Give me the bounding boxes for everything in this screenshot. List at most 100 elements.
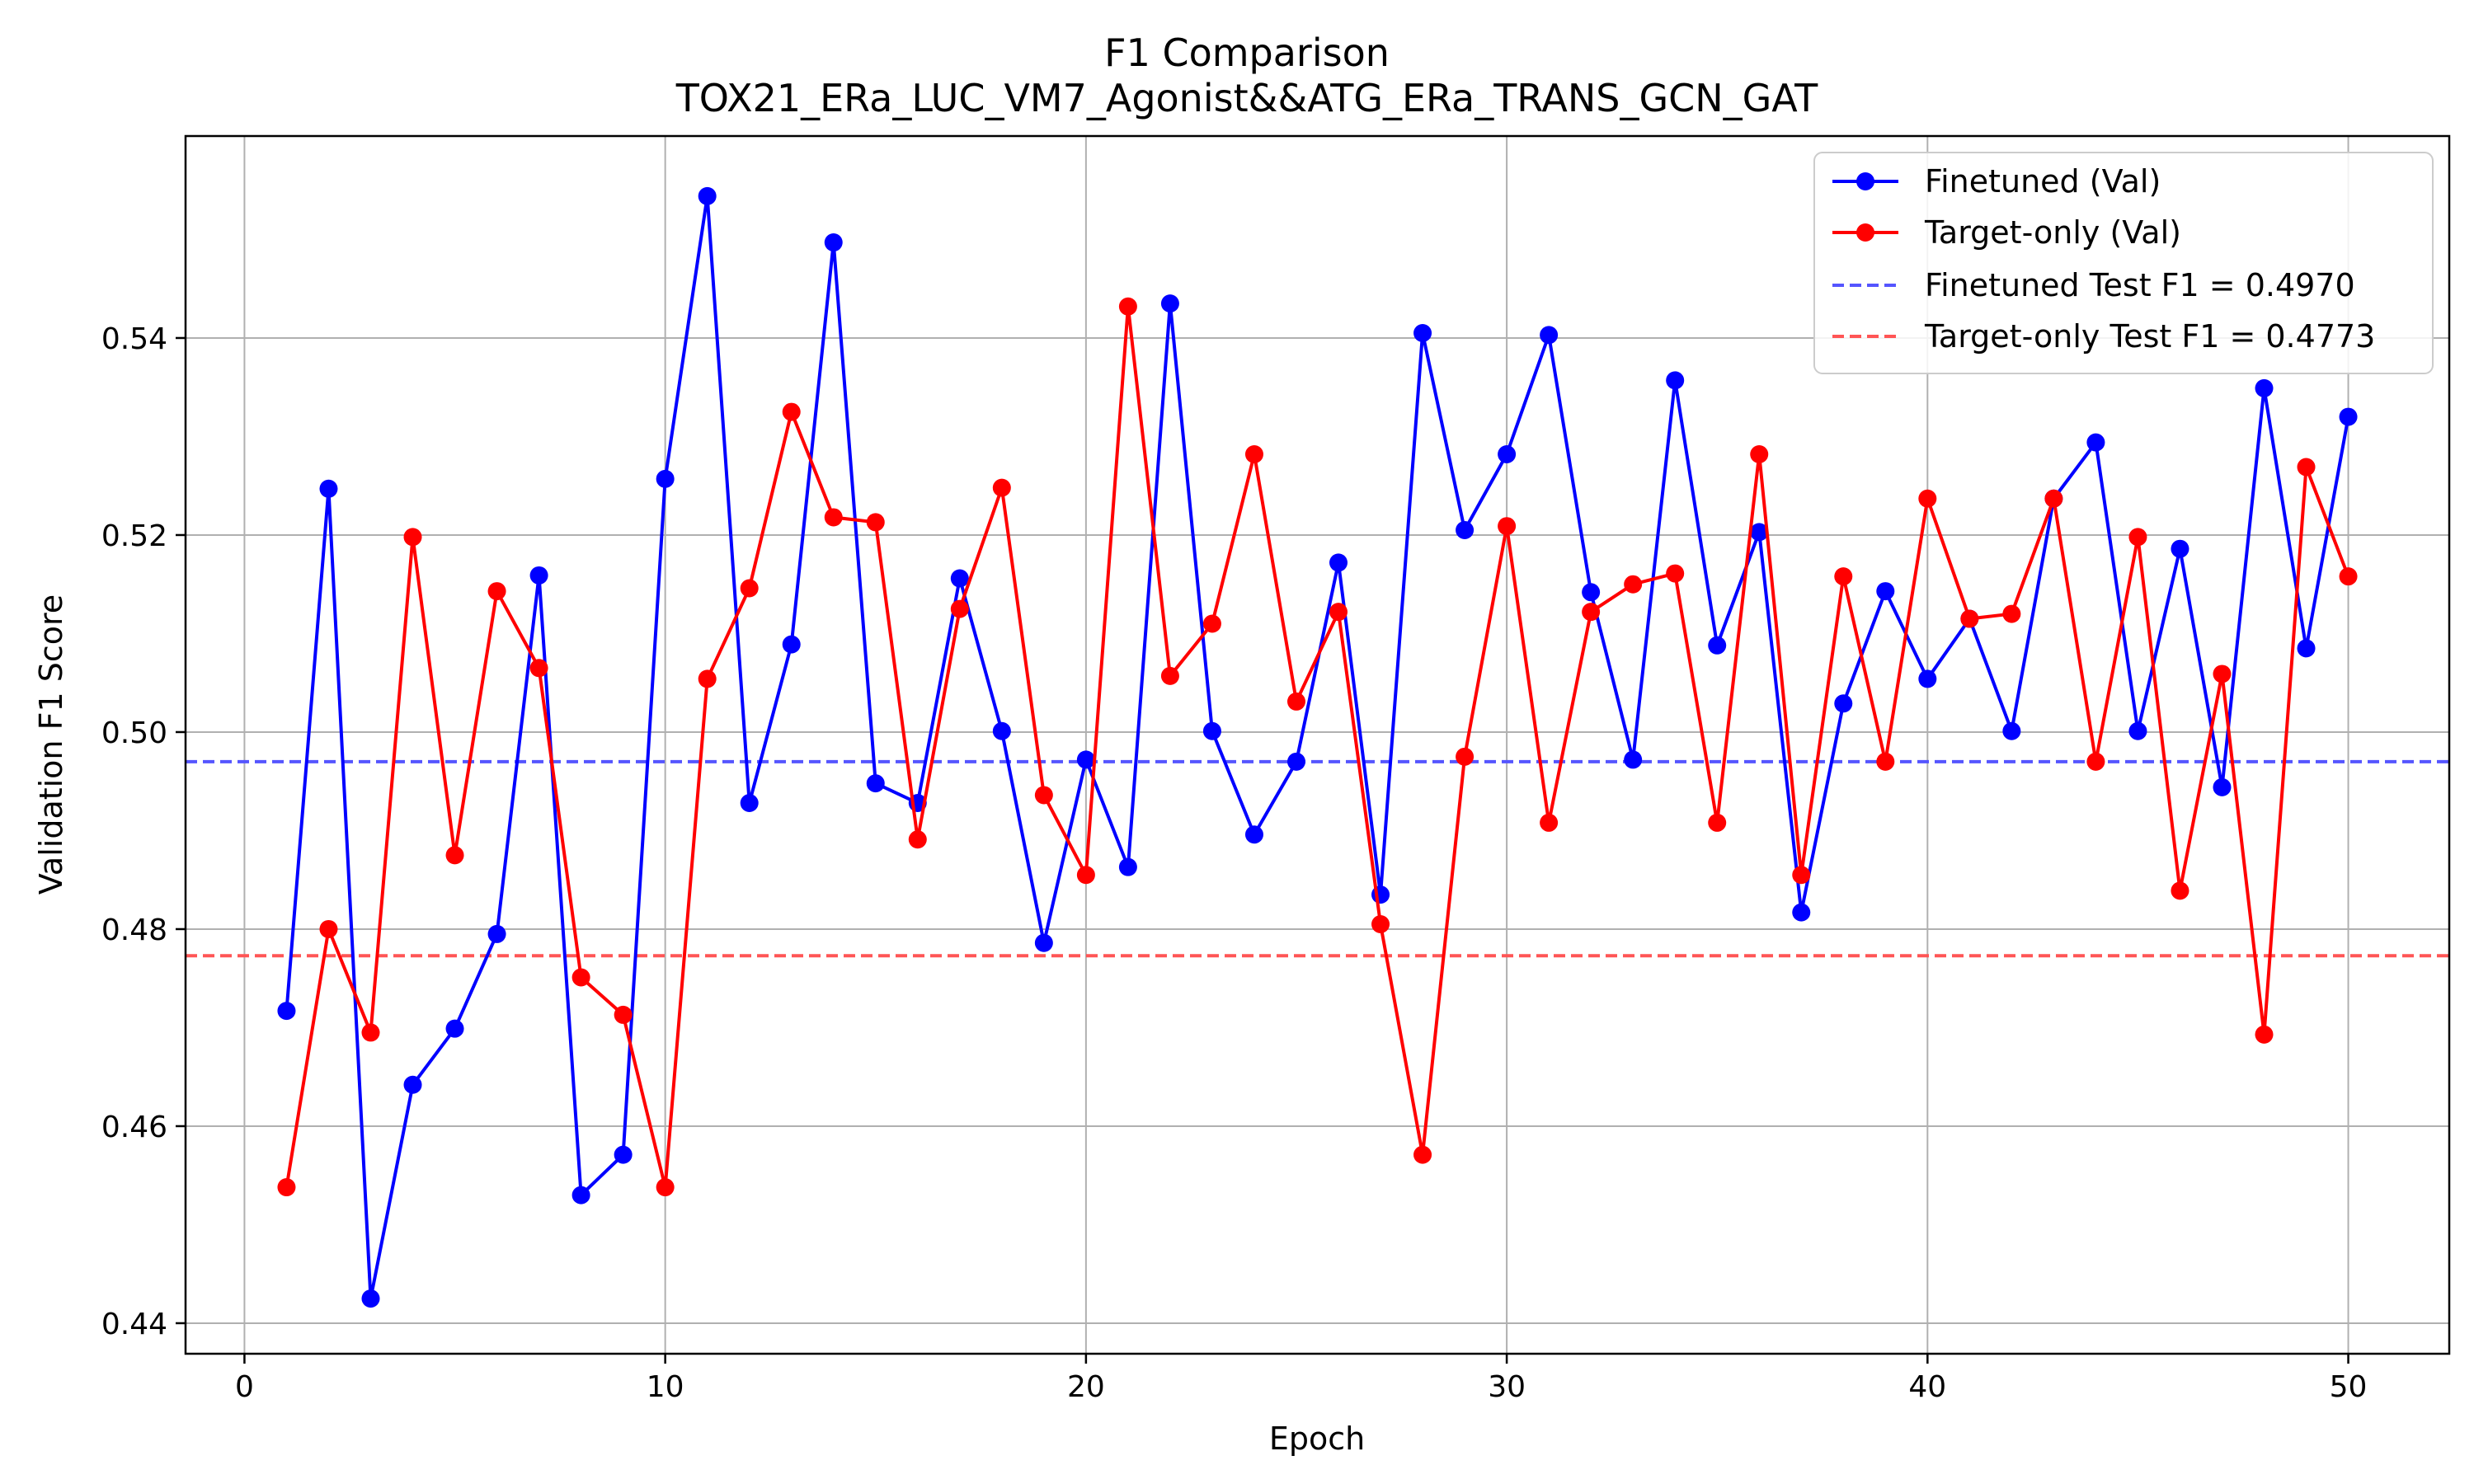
target-only-point [2044,489,2063,508]
target-only-point [2255,1025,2274,1044]
legend-finetuned-label: Finetuned (Val) [1925,163,2161,200]
x-tick-label: 50 [2330,1370,2368,1404]
finetuned-point [487,924,506,943]
finetuned-point [1666,371,1685,390]
finetuned-point [866,774,885,793]
target-only-point [361,1023,380,1042]
legend-target-only-test-label: Target-only Test F1 = 0.4773 [1924,318,2375,355]
target-only-point [1498,517,1517,536]
finetuned-point [2339,407,2358,426]
y-tick-label: 0.48 [101,913,167,947]
finetuned-point [1329,553,1348,572]
axis-ticks: 0 10 20 30 40 50 0.44 0.46 0.48 0.50 0.52 0.54 [101,322,2368,1404]
legend-box [1813,152,2434,374]
finetuned-point [1918,669,1937,688]
target-only-point [2339,567,2358,586]
target-only-point [403,528,422,547]
x-tick-label: 0 [235,1370,254,1404]
x-tick-label: 20 [1067,1370,1105,1404]
target-only-point [529,659,548,678]
plot-frame [184,134,2451,1355]
y-tick-label: 0.50 [101,716,167,750]
target-only-point [614,1005,633,1024]
target-only-point [1456,747,1475,766]
x-tick-label: 40 [1908,1370,1946,1404]
target-only-point [2086,752,2105,771]
finetuned-point [445,1019,464,1038]
legend-target-only-label: Target-only (Val) [1924,214,2181,251]
finetuned-point [2086,433,2105,452]
finetuned-point [571,1186,590,1205]
finetuned-point [1202,721,1221,740]
x-tick-label: 30 [1488,1370,1526,1404]
legend-finetuned-marker [1856,172,1874,190]
y-tick-label: 0.44 [101,1308,167,1341]
finetuned-point [2002,721,2021,740]
target-only-point [2213,665,2232,683]
target-only-point [445,846,464,865]
x-axis-label: Epoch [1269,1421,1365,1457]
finetuned-point [698,186,717,205]
y-tick-label: 0.46 [101,1111,167,1144]
finetuned-point [1582,583,1601,602]
target-only-point [2002,604,2021,623]
chart-subtitle: TOX21_ERa_LUC_VM7_Agonist&&ATG_ERa_TRANS… [675,76,1818,120]
target-only-point [1540,813,1559,832]
finetuned-point [992,721,1011,740]
finetuned-point [1034,933,1053,952]
target-only-point [866,513,885,532]
y-tick-label: 0.54 [101,322,167,356]
finetuned-point [2255,378,2274,397]
target-only-point [1160,666,1179,685]
target-only-point [1582,603,1601,622]
target-only-point [740,579,759,598]
target-only-point [1371,914,1390,933]
finetuned-point [361,1289,380,1308]
finetuned-point [2213,777,2232,796]
finetuned-point [2171,539,2189,558]
finetuned-point [2297,639,2316,658]
target-only-point [1286,692,1305,711]
y-axis-label: Validation F1 Score [33,594,69,895]
finetuned-point [1876,582,1895,601]
target-only-point [782,402,801,421]
x-tick-label: 10 [647,1370,684,1404]
target-only-point [1876,752,1895,771]
target-only-point [698,669,717,688]
finetuned-point [782,635,801,654]
chart-title: F1 Comparison [1104,31,1390,75]
finetuned-point [1750,523,1769,542]
target-only-point [277,1178,296,1197]
finetuned-point [1708,636,1727,655]
target-only-point [1034,786,1053,805]
finetuned-point [824,233,843,252]
target-only-point [992,478,1011,497]
finetuned-point [1413,323,1432,342]
finetuned-point [1244,825,1263,844]
finetuned-point [1540,326,1559,345]
target-only-point [1624,575,1643,594]
target-only-point [2171,881,2189,900]
target-only-point [950,599,969,618]
finetuned-point [656,469,675,488]
reference-lines [186,759,2449,958]
finetuned-point [950,569,969,588]
legend: Finetuned (Val) Target-only (Val) Finetu… [1813,152,2434,374]
target-only-point [1202,614,1221,633]
finetuned-point [740,794,759,813]
target-only-point [1118,297,1137,316]
target-only-point [656,1178,675,1197]
finetuned-point [319,479,338,498]
finetuned-point [1792,903,1811,922]
target-only-point [1750,444,1769,463]
target-only-point [1076,866,1095,885]
target-only-point [1329,603,1348,622]
finetuned-point [1160,294,1179,313]
finetuned-point [1498,444,1517,463]
data-series [277,186,2358,1308]
target-only-point [1666,564,1685,583]
legend-target-only-marker [1856,223,1874,242]
target-only-point [908,830,927,849]
finetuned-point [1834,694,1853,713]
